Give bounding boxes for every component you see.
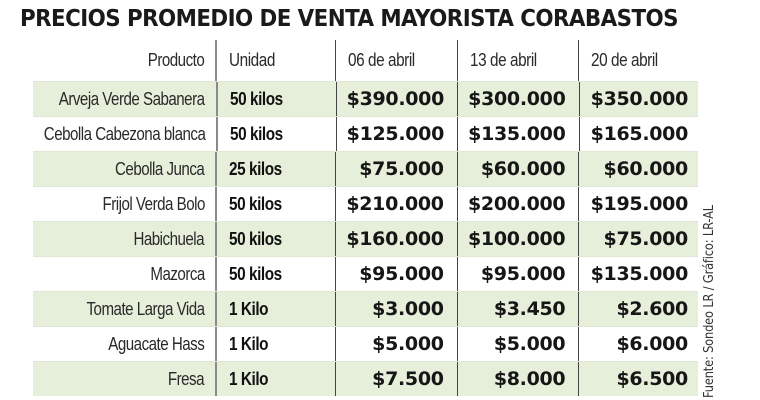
- header-unidad-label: Unidad: [229, 50, 276, 70]
- price-cell-date-2: $8.000: [456, 362, 579, 396]
- unit-cell: 25 kilos: [215, 152, 335, 186]
- table-header-row: Producto Unidad 06 de abril 13 de abril …: [33, 40, 698, 81]
- price-cell-date-3: $60.000: [578, 152, 698, 186]
- page-title: PRECIOS PROMEDIO DE VENTA MAYORISTA CORA…: [20, 6, 679, 32]
- header-date-2: 13 de abril: [456, 40, 579, 81]
- price-cell-date-2: $300.000: [457, 82, 579, 116]
- unit-value: 50 kilos: [229, 263, 283, 284]
- price-cell-date-1: $5.000: [335, 327, 457, 361]
- table-row: Cebolla Junca 25 kilos $75.000 $60.000 $…: [33, 151, 698, 186]
- product-cell: Cebolla Cabezona blanca: [33, 117, 216, 151]
- table-row: Cebolla Cabezona blanca 50 kilos $125.00…: [33, 116, 698, 151]
- header-date-3-label: 20 de abril: [591, 50, 659, 70]
- unit-value: 1 Kilo: [229, 333, 269, 354]
- unit-cell: 50 kilos: [216, 117, 336, 151]
- unit-value: 50 kilos: [229, 193, 283, 214]
- table-row: Habichuela 50 kilos $160.000 $100.000 $7…: [33, 221, 698, 256]
- table-row: Tomate Larga Vida 1 Kilo $3.000 $3.450 $…: [33, 291, 698, 326]
- product-cell: Arveja Verde Sabanera: [33, 82, 216, 116]
- price-cell-date-2: $60.000: [456, 152, 579, 186]
- table-row: Mazorca 50 kilos $95.000 $95.000 $135.00…: [33, 256, 698, 291]
- price-cell-date-1: $3.000: [335, 292, 457, 326]
- header-date-2-label: 13 de abril: [469, 50, 537, 70]
- price-cell-date-3: $165.000: [578, 117, 699, 151]
- price-cell-date-2: $135.000: [457, 117, 579, 151]
- product-cell: Frijol Verda Bolo: [33, 187, 215, 221]
- product-name: Mazorca: [149, 263, 205, 284]
- unit-cell: 50 kilos: [215, 222, 335, 256]
- prices-table: Producto Unidad 06 de abril 13 de abril …: [33, 40, 698, 396]
- source-credit-text: Fuente: Sondeo LR / Gráfico: LR-AL: [702, 205, 717, 398]
- source-credit: Fuente: Sondeo LR / Gráfico: LR-AL: [702, 179, 717, 398]
- price-cell-date-3: $135.000: [578, 257, 698, 291]
- product-name: Aguacate Hass: [108, 333, 205, 354]
- price-cell-date-2: $100.000: [456, 222, 579, 256]
- unit-cell: 50 kilos: [215, 187, 335, 221]
- price-cell-date-3: $2.600: [578, 292, 698, 326]
- price-cell-date-3: $75.000: [578, 222, 698, 256]
- price-cell-date-1: $125.000: [335, 117, 458, 151]
- unit-cell: 1 Kilo: [215, 292, 335, 326]
- product-name: Cebolla Junca: [115, 158, 205, 179]
- price-cell-date-2: $5.000: [456, 327, 579, 361]
- price-cell-date-1: $95.000: [335, 257, 457, 291]
- price-cell-date-2: $200.000: [456, 187, 579, 221]
- price-cell-date-3: $6.000: [578, 327, 698, 361]
- product-cell: Fresa: [33, 362, 215, 396]
- unit-cell: 1 Kilo: [215, 327, 335, 361]
- price-cell-date-3: $195.000: [578, 187, 698, 221]
- unit-value: 50 kilos: [230, 123, 283, 144]
- unit-value: 50 kilos: [230, 88, 283, 109]
- product-name: Fresa: [168, 368, 205, 389]
- price-cell-date-1: $7.500: [335, 362, 457, 396]
- price-cell-date-2: $95.000: [456, 257, 579, 291]
- table-row: Arveja Verde Sabanera 50 kilos $390.000 …: [33, 81, 698, 116]
- header-producto-label: Producto: [147, 50, 205, 70]
- unit-value: 1 Kilo: [229, 368, 269, 389]
- product-cell: Cebolla Junca: [33, 152, 215, 186]
- price-cell-date-3: $6.500: [578, 362, 698, 396]
- product-cell: Habichuela: [33, 222, 215, 256]
- unit-value: 1 Kilo: [229, 298, 269, 319]
- product-cell: Tomate Larga Vida: [33, 292, 215, 326]
- table-row: Aguacate Hass 1 Kilo $5.000 $5.000 $6.00…: [33, 326, 698, 361]
- product-name: Frijol Verda Bolo: [102, 193, 205, 214]
- header-unidad: Unidad: [215, 40, 335, 81]
- product-name: Arveja Verde Sabanera: [59, 88, 205, 109]
- unit-value: 25 kilos: [229, 158, 283, 179]
- unit-cell: 50 kilos: [216, 82, 336, 116]
- product-cell: Mazorca: [33, 257, 215, 291]
- header-date-1: 06 de abril: [335, 40, 457, 81]
- unit-cell: 50 kilos: [215, 257, 335, 291]
- product-cell: Aguacate Hass: [33, 327, 215, 361]
- header-producto: Producto: [33, 40, 215, 81]
- table-row: Fresa 1 Kilo $7.500 $8.000 $6.500: [33, 361, 698, 396]
- price-cell-date-1: $75.000: [335, 152, 457, 186]
- header-date-1-label: 06 de abril: [348, 50, 415, 70]
- price-cell-date-1: $390.000: [335, 82, 458, 116]
- price-cell-date-1: $160.000: [335, 222, 457, 256]
- price-cell-date-2: $3.450: [456, 292, 579, 326]
- product-name: Tomate Larga Vida: [86, 298, 205, 319]
- price-cell-date-3: $350.000: [578, 82, 699, 116]
- header-date-3: 20 de abril: [578, 40, 698, 81]
- product-name: Habichuela: [133, 228, 205, 249]
- price-cell-date-1: $210.000: [335, 187, 457, 221]
- table-row: Frijol Verda Bolo 50 kilos $210.000 $200…: [33, 186, 698, 221]
- product-name: Cebolla Cabezona blanca: [43, 123, 205, 144]
- unit-value: 50 kilos: [229, 228, 283, 249]
- unit-cell: 1 Kilo: [215, 362, 335, 396]
